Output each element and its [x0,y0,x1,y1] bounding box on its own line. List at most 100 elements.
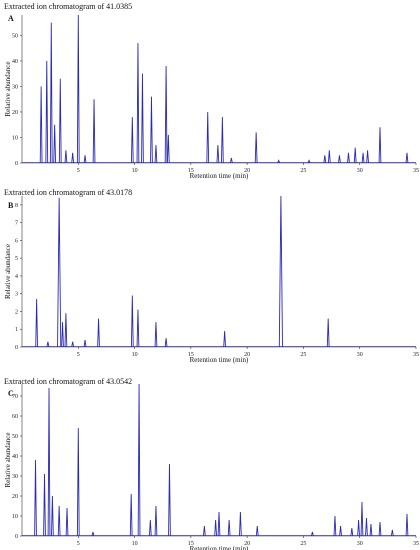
x-axis-label: Retention time (min) [190,172,249,180]
y-tick-label: 30 [12,474,18,480]
y-tick-label: 50 [12,33,18,39]
chromatogram-peak [339,525,342,536]
x-tick-label: 20 [244,541,250,547]
chromatogram-peak [378,521,382,536]
y-tick-label: 30 [12,84,18,90]
chromatogram-peak [216,145,220,163]
chromatogram-peak [141,73,144,163]
chromatogram-peak [92,99,96,163]
chromatogram-peak [136,43,140,163]
chromatogram-peak [357,519,360,536]
chromatogram-peak [221,117,224,163]
x-tick-label: 10 [132,541,138,547]
chromatogram-peak [378,127,382,163]
chromatogram-peak [150,96,153,163]
chromatogram-peak [338,155,341,163]
chromatogram-peak [39,86,43,163]
chromatogram-peak [45,60,49,163]
x-tick-label: 35 [413,541,419,547]
x-tick-label: 30 [357,352,363,358]
chart-title: Extracted ion chromatogram of 43.0542 [4,377,132,386]
x-tick-label: 15 [188,352,194,358]
y-tick-label: 10 [12,135,18,141]
chromatogram-peak [214,519,217,536]
x-tick-label: 10 [132,168,138,174]
x-tick-label: 15 [188,168,194,174]
chromatogram-peak [353,147,357,163]
x-axis-label: Retention time (min) [190,545,249,550]
x-axis-label: Retention time (min) [190,356,249,364]
x-tick-label: 5 [77,352,80,358]
chromatogram-peak [57,197,62,347]
chromatogram-peak [254,132,258,163]
chromatogram-peak [76,14,80,163]
chromatogram-peak [369,523,373,536]
y-tick-label: 6 [15,238,18,244]
chromatogram-peak [71,341,75,347]
chromatogram-peak [61,322,64,347]
y-tick-label: 60 [12,414,18,420]
chromatogram-peak [405,513,409,536]
chromatogram-peak [217,511,221,536]
x-tick-label: 20 [244,168,250,174]
x-tick-label: 15 [188,541,194,547]
chromatogram-peak [154,145,158,163]
chromatogram-peak [168,463,171,536]
chromatogram-peak [307,159,311,163]
chromatogram-peak [71,152,75,163]
chromatogram-peak [164,338,168,347]
x-tick-label: 30 [357,168,363,174]
chromatogram-peak [227,519,231,536]
y-tick-label: 40 [12,59,18,65]
chromatogram-peak [136,309,140,347]
panel-label: B [8,201,14,210]
chromatogram-peak [97,318,100,347]
chromatogram-peak [130,117,134,163]
chromatogram-peak [34,459,37,536]
x-tick-label: 25 [300,168,306,174]
chromatogram-peak [148,519,152,536]
chromatogram-peak [129,493,133,536]
chromatogram-peak [49,22,53,163]
chromatogram-peak [46,341,50,347]
chromatogram-peak [83,155,87,163]
chromatogram-peak [391,529,394,536]
y-tick-label: 3 [15,292,18,298]
chromatogram-peak [203,525,206,536]
chromatogram-peak [137,383,141,536]
chromatogram-peak [333,515,337,536]
y-tick-label: 10 [12,514,18,520]
chromatogram-peak [405,152,409,163]
chromatogram-peak [366,150,369,163]
chromatogram-peak [43,473,46,536]
y-tick-label: 1 [15,327,18,333]
chromatogram-peak [91,531,95,536]
x-tick-label: 25 [300,352,306,358]
chromatogram-peak [154,322,158,347]
chromatogram-peak [326,318,330,347]
y-tick-label: 8 [15,203,18,209]
x-tick-label: 5 [77,541,80,547]
y-tick-label: 5 [15,256,18,262]
chromatogram-peak [64,150,68,163]
y-tick-label: 40 [12,454,18,460]
panel-label: C [8,389,14,398]
chromatogram-peak [255,525,259,536]
chromatogram-peak [57,505,61,536]
chromatogram-peak [278,195,283,347]
chromatogram-peak [277,159,280,163]
y-axis-label: Relative abundance [4,61,12,116]
chromatogram-peak [323,155,327,163]
chromatogram-peak [53,124,56,163]
chart-title: Extracted ion chromatogram of 43.0178 [4,188,132,197]
y-tick-label: 0 [15,345,18,351]
chromatogram-peak [347,152,350,163]
x-tick-label: 30 [357,541,363,547]
chromatogram-peak [206,111,210,163]
y-tick-label: 0 [15,534,18,540]
chromatogram-peak [311,531,314,536]
x-tick-label: 35 [413,168,419,174]
chromatogram-peak [65,507,69,536]
y-tick-label: 4 [15,274,18,280]
chromatogram-peak [51,495,54,536]
